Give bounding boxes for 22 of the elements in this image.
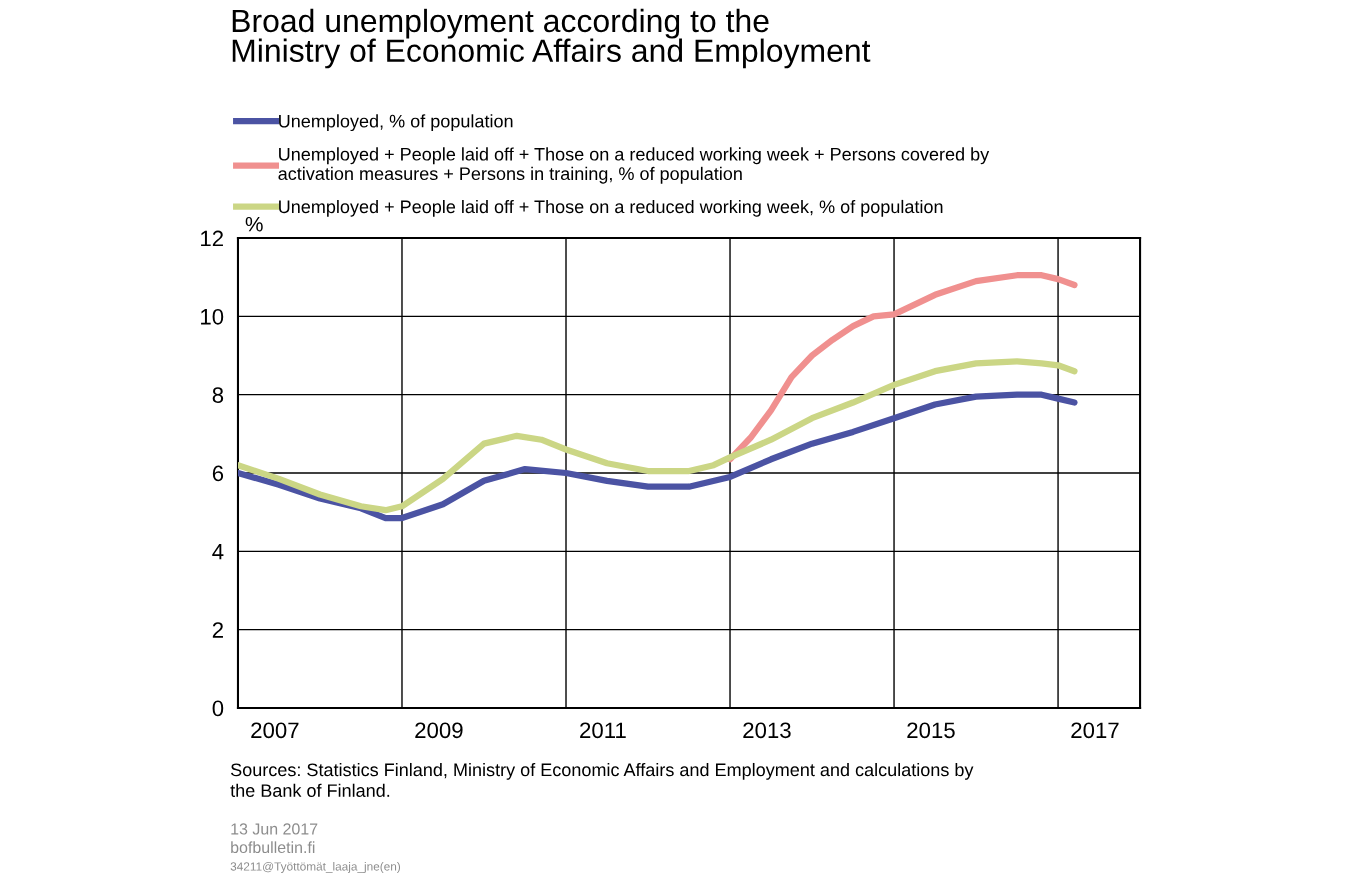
text: 34211@Työttömät_laaja_jne(en) [230,861,401,873]
y-tick-label: 0 [212,700,224,717]
y-tick-label: 12 [201,230,223,247]
x-tick-label: 2015 [907,722,955,739]
x-tick-label: 2009 [415,722,463,739]
legend-label: Unemployed + People laid off + Those on a reduced working week + Persons covered by activation measures + Persons in training, % of population [278,147,990,184]
x-tick-label: 2007 [251,722,299,739]
y-tick-label: 8 [212,387,224,403]
source-note: Sources: Statistics Finland, Ministry of Economic Affairs and Employment and calculations by the Bank of Finland. [230,762,974,797]
x-tick-label: 2013 [743,722,791,739]
y-tick-label: 2 [212,622,223,638]
y-tick-label: 4 [212,544,224,560]
legend-label: Unemployed + People laid off + Those on a reduced working week, % of population [279,199,943,217]
x-tick-label: 2011 [580,722,626,739]
y-tick-label: 6 [212,465,224,482]
y-axis-title: % [245,216,263,232]
text: bofbulletin.fi [231,841,315,854]
chart-title: Broad unemployment according to the Ministry of Economic Affairs and Employment [232,8,871,69]
legend-label: Unemployed, % of population [279,114,513,132]
x-tick-label: 2017 [1071,722,1119,739]
y-tick-label: 10 [201,308,224,325]
text: 13 Jun 2017 [231,823,318,835]
